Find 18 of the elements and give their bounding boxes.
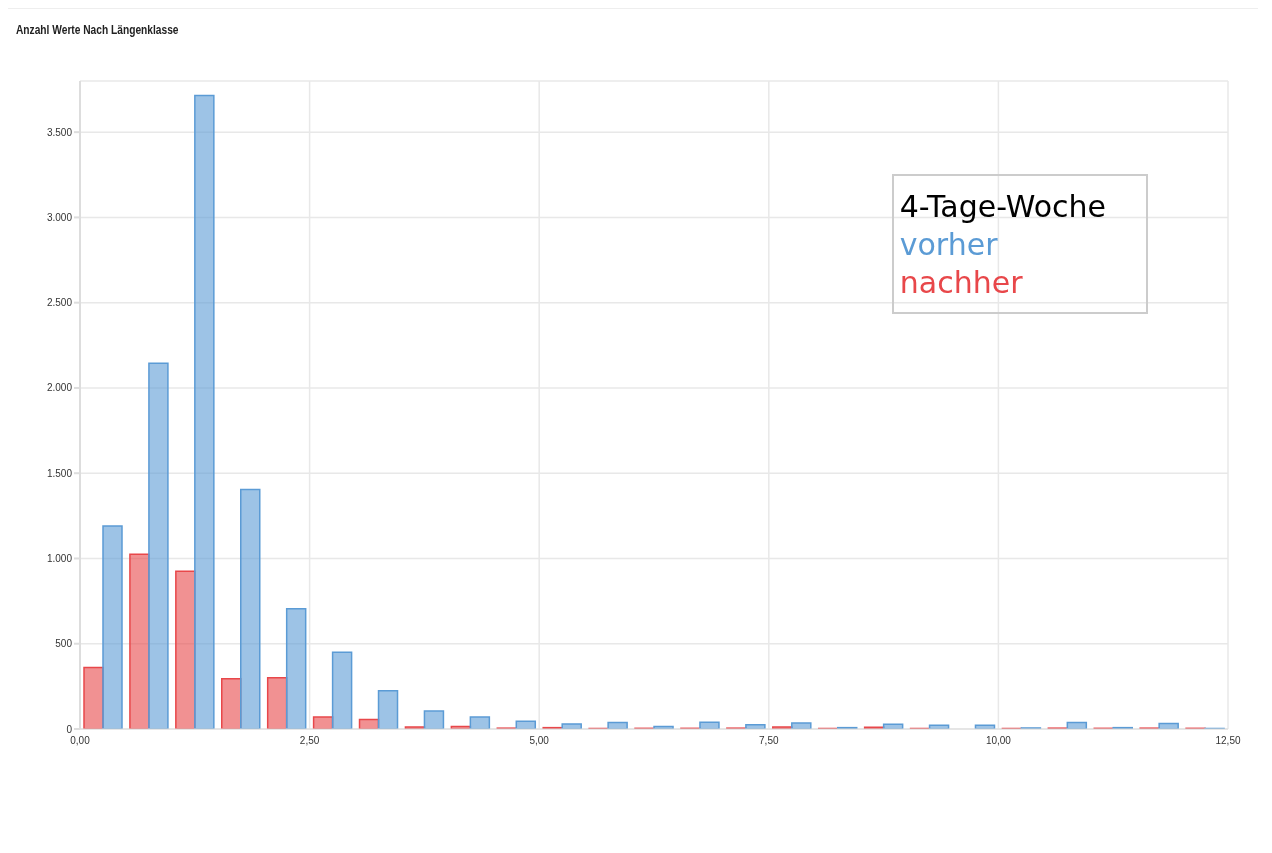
text: nachher [899, 264, 1024, 302]
text: vorher [899, 226, 999, 264]
x-tick-label: 2,50 [299, 735, 320, 747]
y-tick-label: 2.500 [46, 297, 73, 309]
y-tick-label: 0 [66, 723, 73, 735]
x-tick-label: 5,00 [529, 735, 550, 747]
y-tick-label: 1.000 [46, 553, 73, 565]
x-tick-label: 0,00 [70, 735, 91, 747]
x-tick-label: 12,50 [1215, 735, 1241, 747]
y-tick-label: 500 [55, 638, 73, 650]
chart-title: Anzahl Werte Nach Längenklasse [16, 23, 179, 37]
y-tick-label: 2.000 [46, 382, 73, 394]
y-tick-label: 3.500 [46, 126, 73, 138]
legend-title: 4-Tage-Woche [899, 188, 1106, 226]
y-tick-label: 3.000 [46, 211, 73, 223]
y-tick-label: 1.500 [46, 467, 73, 479]
x-tick-label: 7,50 [759, 735, 779, 747]
x-tick-label: 10,00 [985, 735, 1012, 747]
